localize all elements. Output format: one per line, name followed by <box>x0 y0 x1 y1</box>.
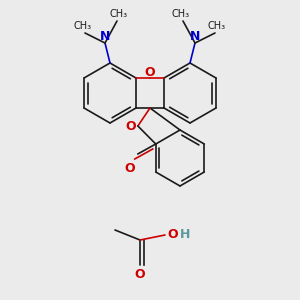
Text: CH₃: CH₃ <box>172 9 190 19</box>
Text: O: O <box>168 229 178 242</box>
Text: O: O <box>145 65 155 79</box>
Text: O: O <box>126 119 136 133</box>
Text: N: N <box>100 31 110 44</box>
Text: H: H <box>180 229 190 242</box>
Text: CH₃: CH₃ <box>74 21 92 31</box>
Text: CH₃: CH₃ <box>208 21 226 31</box>
Text: CH₃: CH₃ <box>110 9 128 19</box>
Text: N: N <box>190 31 200 44</box>
Text: O: O <box>124 161 135 175</box>
Text: O: O <box>135 268 145 281</box>
